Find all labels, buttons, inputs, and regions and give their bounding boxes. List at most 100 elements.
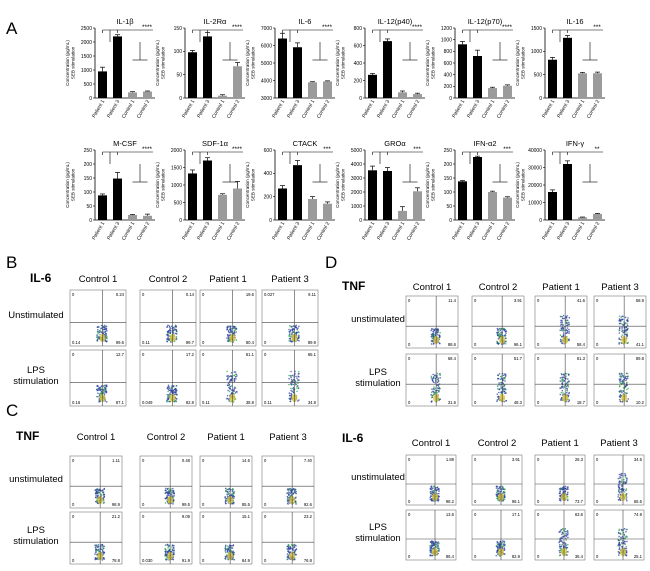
event-dot	[287, 554, 290, 557]
event-dot	[230, 385, 233, 387]
event-dot	[567, 531, 569, 534]
event-dot	[171, 544, 174, 546]
event-dot	[294, 550, 296, 553]
event-dot	[560, 545, 562, 547]
event-dot	[97, 549, 99, 552]
quadrant-value: 36.4	[575, 554, 584, 559]
event-dot	[230, 378, 233, 381]
event-dot	[174, 325, 177, 328]
event-dot	[430, 401, 433, 403]
event-dot	[559, 338, 562, 341]
category-label: Patient 3	[466, 99, 481, 119]
quadrant-value: 86.4	[446, 554, 455, 559]
event-dot	[620, 342, 622, 344]
event-dot	[623, 480, 625, 483]
y-axis-label: Concentration (pg/mL)SEB stimulation	[65, 162, 76, 208]
event-dot	[96, 334, 98, 336]
event-dot	[99, 330, 101, 332]
event-dot	[95, 491, 98, 493]
event-dot	[289, 489, 291, 492]
event-dot	[567, 339, 570, 341]
event-dot	[620, 316, 622, 319]
event-dot	[561, 335, 563, 338]
flow-plot: 0 1.89 0 98.2	[405, 454, 457, 506]
y-tick-label: 800	[354, 26, 363, 32]
quadrant-value: 99.6	[116, 340, 125, 345]
event-dot	[293, 543, 296, 546]
category-label: Patient 3	[376, 99, 391, 119]
event-dot	[167, 550, 169, 553]
event-dot	[563, 385, 565, 387]
event-dot	[565, 385, 568, 388]
category-label: Patient 1	[181, 99, 196, 119]
event-dot	[558, 554, 561, 557]
event-dot	[620, 479, 623, 481]
event-dot	[164, 502, 167, 504]
event-dot	[224, 490, 227, 492]
event-dot	[168, 395, 170, 397]
event-dot	[172, 490, 175, 492]
y-tick-label: 100	[174, 49, 183, 55]
event-dot	[232, 497, 235, 500]
event-dot	[430, 329, 433, 332]
event-dot	[164, 551, 167, 553]
event-dot	[234, 371, 237, 373]
event-dot	[292, 386, 295, 389]
quadrant-value: 0	[537, 457, 540, 462]
bar	[98, 71, 107, 98]
event-dot	[175, 329, 177, 331]
event-dot	[627, 341, 629, 344]
event-dot	[167, 330, 170, 333]
event-dot	[104, 331, 107, 333]
event-dot	[559, 490, 561, 493]
event-dot	[433, 329, 435, 332]
flow-plot-frame	[471, 353, 525, 407]
flow-plot: 0 89.8 0 10.2	[593, 353, 647, 407]
event-dot	[618, 490, 620, 492]
event-dot	[625, 385, 627, 388]
event-dot	[171, 548, 173, 550]
event-dot	[565, 375, 567, 378]
event-dot	[495, 487, 498, 489]
flow-plot: 0.027 9.11 0 89.9	[261, 289, 319, 347]
event-dot	[497, 334, 500, 337]
event-dot	[224, 548, 227, 551]
event-dot	[172, 558, 175, 561]
event-dot	[232, 558, 234, 561]
event-dot	[503, 329, 506, 332]
event-dot	[233, 388, 236, 390]
y-axis-label: Concentration (pg/mL)SEB stimulation	[245, 40, 256, 86]
event-dot	[232, 551, 234, 553]
chart-title: IL-12(p40)	[378, 17, 413, 26]
event-dot	[171, 549, 174, 552]
category-label: Patient 1	[271, 99, 286, 119]
flow-column-header: Control 2	[478, 438, 517, 449]
event-dot	[432, 489, 434, 492]
category-label: Control 2	[226, 99, 241, 120]
quadrant-value: 7.40	[304, 458, 313, 463]
event-dot	[294, 380, 297, 382]
event-dot	[625, 530, 627, 533]
event-dot	[625, 329, 627, 331]
event-dot	[439, 342, 441, 345]
event-dot	[103, 557, 105, 560]
event-dot	[104, 400, 107, 402]
event-dot	[289, 332, 291, 334]
event-dot	[286, 495, 289, 498]
event-dot	[437, 385, 440, 388]
event-dot	[621, 326, 623, 329]
quadrant-value: 17.1	[512, 512, 521, 517]
event-dot	[166, 340, 169, 343]
event-dot	[430, 547, 433, 550]
event-dot	[224, 550, 227, 552]
event-dot	[562, 327, 564, 329]
event-dot	[502, 386, 504, 388]
event-dot	[172, 392, 175, 394]
event-dot	[565, 319, 567, 321]
event-dot	[290, 376, 292, 379]
bar	[113, 178, 122, 220]
event-dot	[437, 380, 440, 382]
quadrant-value: 96.1	[512, 499, 521, 504]
event-dot	[296, 390, 298, 393]
event-dot	[621, 328, 623, 330]
